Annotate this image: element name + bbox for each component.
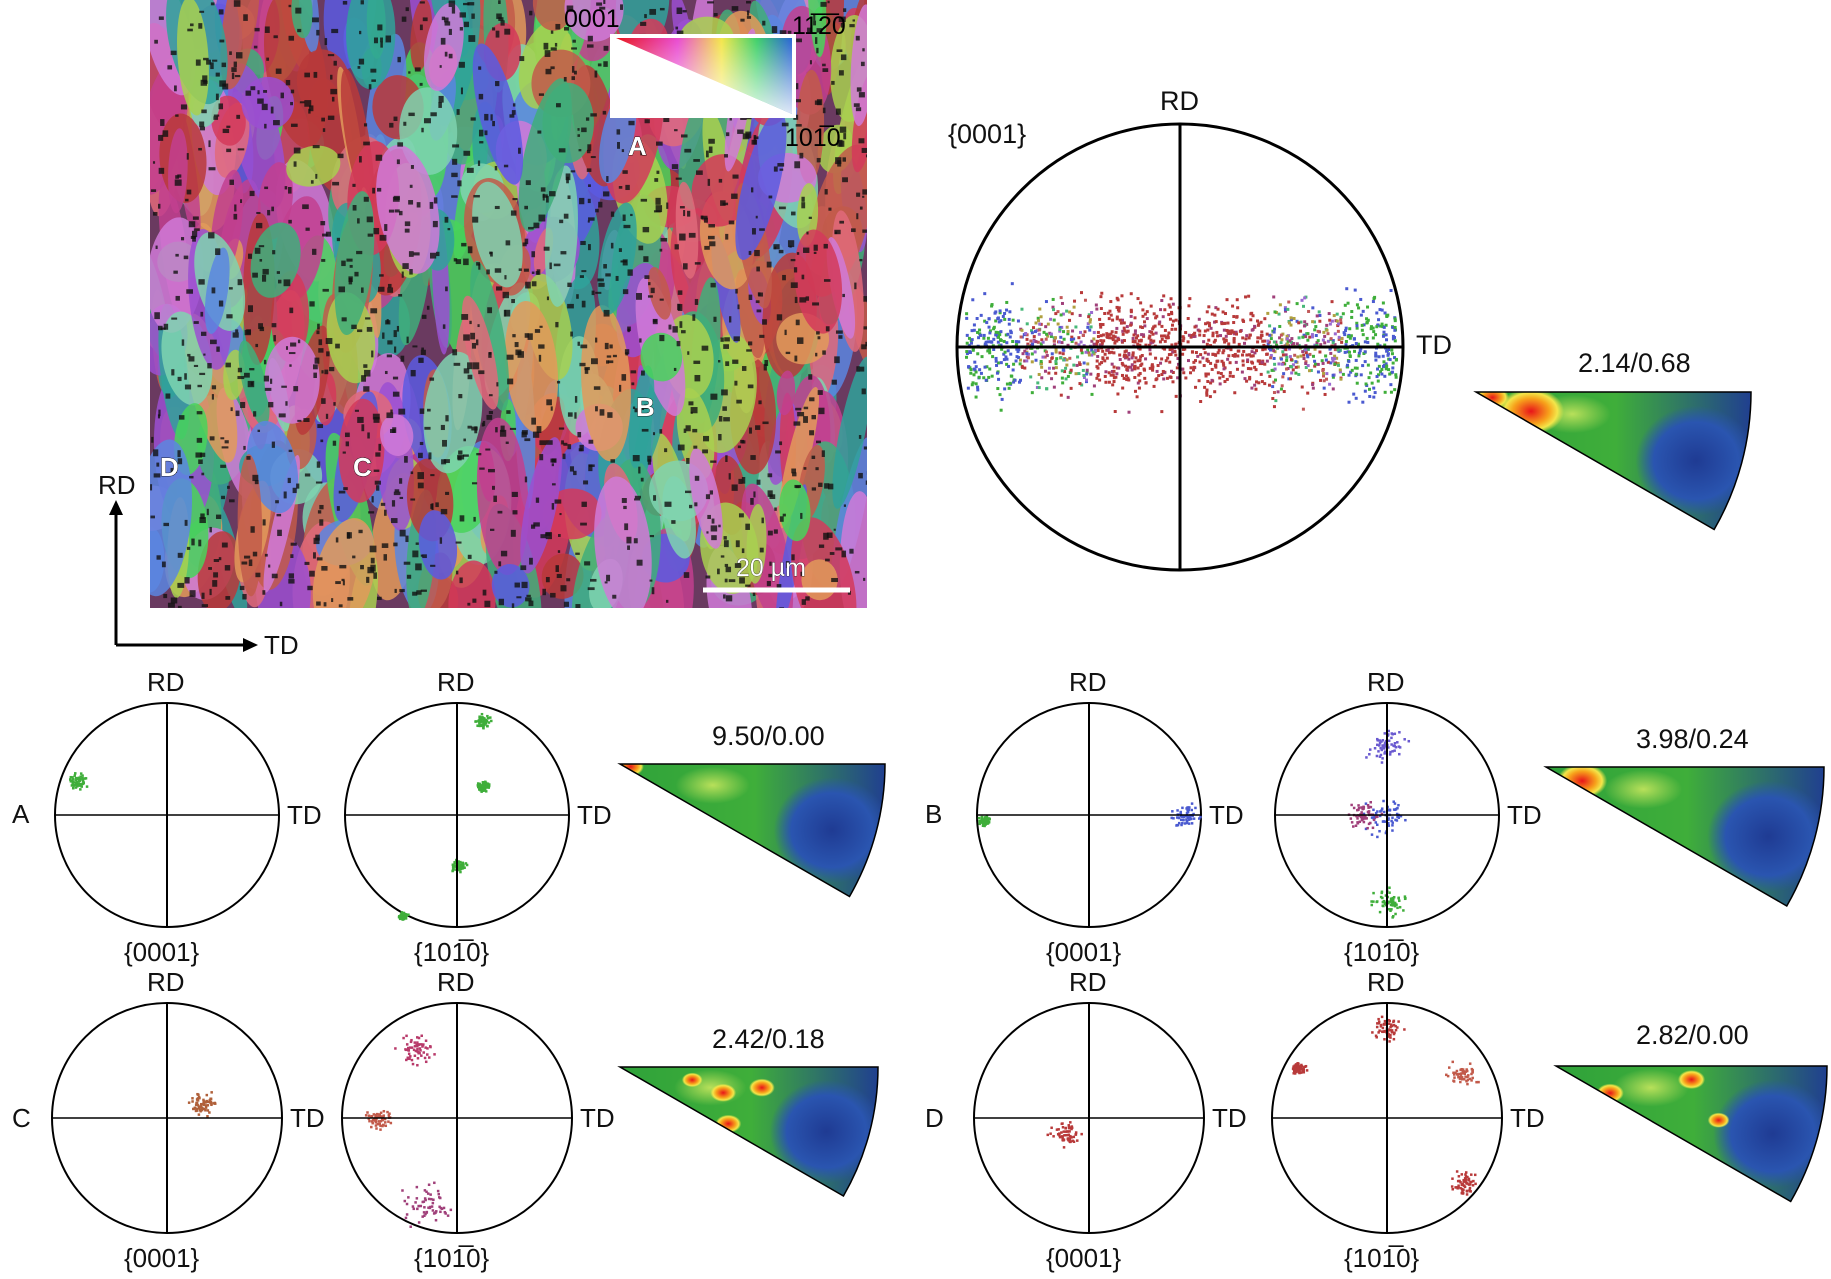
- main-pole-figure: {0001} RD TD: [948, 86, 1452, 572]
- grain-ipf-triangle: [1556, 1066, 1827, 1202]
- pf-td-label: TD: [1212, 1103, 1247, 1133]
- axis-td-label: TD: [264, 630, 299, 660]
- pole-figure-10-10: RD TD {101̅0}: [1274, 667, 1542, 967]
- pf-plane-label: {0001}: [1046, 937, 1122, 967]
- pf-rd-label: RD: [1367, 967, 1405, 997]
- main-pole-figure-points: [965, 282, 1398, 414]
- grain-panel-d: D RD TD {0001} RD TD {101̅0} 2.82/0.00: [925, 967, 1828, 1273]
- pf-plane-label: {0001}: [124, 937, 200, 967]
- grain-panel-b: B RD TD {0001} RD TD {101̅0} 3.98/0.24: [925, 667, 1825, 967]
- grain-panel-id: D: [925, 1103, 944, 1133]
- pole-figure-0001: RD TD {0001}: [976, 667, 1244, 967]
- pole-figure-10-10: RD TD {101̅0}: [1271, 967, 1545, 1273]
- sample-axes: RD TD: [98, 470, 299, 660]
- pf-plane-label: {101̅0}: [414, 1243, 490, 1273]
- grain-panel-id: B: [925, 799, 942, 829]
- legend-0001: 0001: [564, 5, 620, 33]
- grain-ipf-max-min: 9.50/0.00: [712, 721, 825, 751]
- grain-ipf-max-min: 2.82/0.00: [1636, 1020, 1749, 1050]
- pf-plane-label: {101̅0}: [414, 937, 490, 967]
- pf-plane-label: {101̅0}: [1344, 1243, 1420, 1273]
- pf-rd-label: RD: [147, 667, 185, 697]
- scale-bar-label: 20 µm: [736, 554, 806, 582]
- legend-11-20: 11̅2̅0: [792, 12, 846, 40]
- pf-plane-label: {0001}: [1046, 1243, 1122, 1273]
- grain-ipf-max-min: 2.42/0.18: [712, 1024, 825, 1054]
- grain-ipf-triangle: [620, 1067, 878, 1196]
- main-ipf: 2.14/0.68: [1473, 348, 1752, 531]
- grain-panel-a: A RD TD {0001} RD TD {101̅0} 9.50/0.00: [12, 667, 886, 967]
- pf-td-label: TD: [287, 800, 322, 830]
- pf-td-label: TD: [1507, 800, 1542, 830]
- grain-panel-c: C RD TD {0001} RD TD {101̅0} 2.42/0.18: [12, 967, 879, 1273]
- pf-rd-label: RD: [1069, 967, 1107, 997]
- pole-figure-0001: RD TD {0001}: [973, 967, 1247, 1273]
- pf-td-label: TD: [577, 800, 612, 830]
- pf-plane-label: {0001}: [124, 1243, 200, 1273]
- pole-figure-10-10: RD TD {101̅0}: [344, 667, 612, 967]
- pf-rd-label: RD: [1367, 667, 1405, 697]
- pf-td-label: TD: [580, 1103, 615, 1133]
- main-pf-rd: RD: [1160, 86, 1199, 116]
- grain-panel-id: C: [12, 1103, 31, 1133]
- axis-rd-label: RD: [98, 470, 136, 500]
- pole-figure-0001: RD TD {0001}: [51, 967, 325, 1273]
- main-pf-plane: {0001}: [948, 119, 1026, 149]
- pf-td-label: TD: [1510, 1103, 1545, 1133]
- grain-label-c: C: [353, 452, 372, 482]
- main-pf-td: TD: [1416, 330, 1452, 360]
- legend-10-10: 101̅0: [785, 124, 841, 152]
- pole-figure-0001: RD TD {0001}: [54, 667, 322, 967]
- main-ipf-triangle: [1476, 392, 1751, 530]
- pf-rd-label: RD: [147, 967, 185, 997]
- pole-figure-10-10: RD TD {101̅0}: [341, 967, 615, 1273]
- pf-td-label: TD: [1209, 800, 1244, 830]
- grain-ipf-triangle: [620, 764, 885, 897]
- pf-rd-label: RD: [1069, 667, 1107, 697]
- grain-label-b: B: [636, 392, 655, 422]
- pf-plane-label: {101̅0}: [1344, 937, 1420, 967]
- grain-ipf-max-min: 3.98/0.24: [1636, 724, 1749, 754]
- grain-ipf-triangle: [1546, 767, 1824, 906]
- ebsd-map: 0001 11̅2̅0 101̅0 A B C D 20 µm: [150, 0, 867, 608]
- pf-td-label: TD: [290, 1103, 325, 1133]
- pf-rd-label: RD: [437, 967, 475, 997]
- grain-label-a: A: [628, 131, 647, 161]
- pf-rd-label: RD: [437, 667, 475, 697]
- grain-panel-id: A: [12, 799, 30, 829]
- ipf-color-key: 0001 11̅2̅0 101̅0: [564, 5, 846, 152]
- grain-label-d: D: [160, 452, 179, 482]
- main-ipf-max-min: 2.14/0.68: [1578, 348, 1691, 378]
